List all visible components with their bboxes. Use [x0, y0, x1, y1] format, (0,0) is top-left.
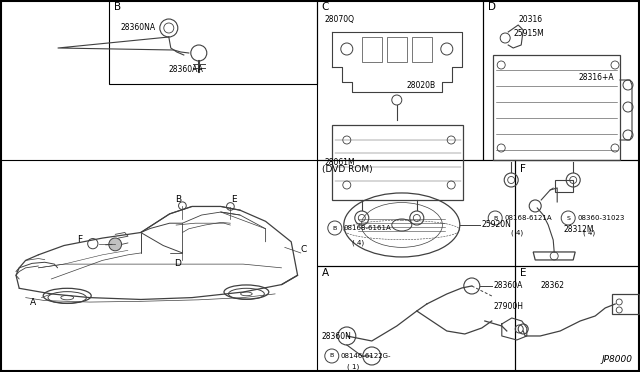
- Text: ( 4): ( 4): [511, 229, 524, 235]
- Bar: [493, 55, 620, 160]
- Text: B: B: [175, 195, 181, 203]
- Text: D: D: [488, 2, 496, 12]
- Bar: [556, 180, 573, 192]
- Circle shape: [109, 238, 122, 251]
- Text: D: D: [175, 259, 181, 268]
- Text: E: E: [520, 268, 527, 278]
- Text: 28312M: 28312M: [563, 225, 594, 234]
- Text: 28362: 28362: [540, 281, 564, 290]
- Text: 25920N: 25920N: [482, 220, 511, 229]
- Text: ( 1): ( 1): [347, 364, 359, 371]
- Text: 08168-6121A: 08168-6121A: [504, 215, 552, 221]
- Text: A: A: [322, 268, 329, 278]
- Text: 08146-6122G-: 08146-6122G-: [341, 353, 391, 359]
- Text: F: F: [77, 235, 83, 244]
- Text: A: A: [30, 298, 36, 307]
- Bar: [412, 37, 432, 62]
- Text: 28360NA: 28360NA: [121, 23, 156, 32]
- Ellipse shape: [398, 222, 406, 227]
- Text: S: S: [566, 215, 570, 221]
- Text: C: C: [322, 2, 329, 12]
- Text: B: B: [493, 215, 497, 221]
- Bar: [317, 0, 483, 160]
- Text: 28360N: 28360N: [322, 332, 351, 341]
- Text: 20316: 20316: [518, 15, 542, 24]
- Text: B: B: [114, 2, 121, 12]
- Bar: [109, 0, 317, 84]
- Text: 28020B: 28020B: [407, 81, 436, 90]
- Text: JP8000: JP8000: [601, 355, 632, 364]
- Bar: [515, 266, 640, 372]
- Bar: [317, 266, 515, 372]
- Text: E: E: [231, 195, 236, 204]
- Text: 28061M: 28061M: [325, 158, 355, 167]
- Text: 28360AA: 28360AA: [169, 65, 204, 74]
- Bar: [483, 0, 640, 160]
- Text: B: B: [333, 225, 337, 231]
- Text: 28360A: 28360A: [494, 281, 523, 290]
- Text: 28070Q: 28070Q: [325, 15, 355, 24]
- Text: 08168-6161A: 08168-6161A: [344, 225, 392, 231]
- Text: B: B: [330, 353, 334, 359]
- Bar: [612, 294, 639, 314]
- Text: 28316+A: 28316+A: [578, 73, 614, 82]
- Text: C: C: [301, 245, 307, 254]
- Bar: [317, 160, 515, 266]
- Bar: [362, 37, 382, 62]
- Text: (DVD ROM): (DVD ROM): [322, 165, 372, 174]
- Bar: [387, 37, 407, 62]
- Text: ( 4): ( 4): [352, 239, 364, 246]
- Bar: [332, 125, 463, 200]
- Text: 25915M: 25915M: [513, 29, 544, 38]
- Text: 27900H: 27900H: [494, 302, 524, 311]
- Text: F: F: [520, 164, 526, 174]
- Text: 08360-31023: 08360-31023: [577, 215, 625, 221]
- Bar: [515, 160, 640, 266]
- Text: ( 4): ( 4): [583, 229, 595, 235]
